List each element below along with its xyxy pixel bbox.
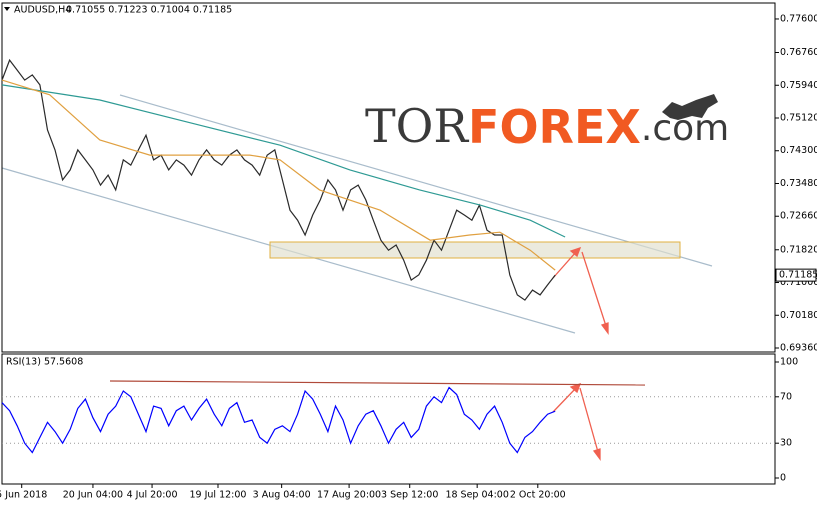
- series-line: [1, 58, 556, 301]
- series-line: [1, 84, 566, 238]
- y-tick-label: 0: [780, 473, 786, 484]
- symbol-icon: [4, 7, 10, 11]
- brand-tor: TOR: [365, 99, 469, 153]
- last-price-label: 0.71185: [779, 270, 817, 281]
- rsi-frame: [1, 353, 776, 485]
- x-tick-label: 5 Jun 2018: [0, 490, 47, 501]
- y-tick-label: 0.71000: [780, 277, 817, 288]
- last-price-tag: [775, 268, 817, 282]
- y-tick-label: 0.73480: [780, 178, 817, 189]
- y-tick-label: 0.76760: [780, 47, 817, 58]
- ohlc: 0.71055 0.71223 0.71004 0.71185: [66, 5, 232, 16]
- x-tick-label: 2 Oct 20:00: [510, 490, 566, 501]
- rsi-resistance: [109, 380, 646, 386]
- y-tick-label: 0.75940: [780, 80, 817, 91]
- y-tick-label: 0.70180: [780, 310, 817, 321]
- y-tick-label: 0.75120: [780, 113, 817, 124]
- symbol: AUDUSD,H4: [14, 5, 71, 16]
- brand-forex: FOREX: [468, 100, 641, 154]
- x-tick-label: 3 Sep 12:00: [381, 490, 438, 501]
- y-tick-label: 0.72660: [780, 211, 817, 222]
- forecast-arrows: [552, 246, 609, 461]
- y-tick-label: 0.77600: [780, 13, 817, 24]
- rsi-title: RSI(13) 57.5608: [6, 357, 83, 368]
- brand-bull: [662, 94, 718, 120]
- x-tick-label: 3 Aug 04:00: [253, 490, 311, 501]
- price-frame: [1, 2, 776, 353]
- x-tick-label: 4 Jul 20:00: [127, 490, 178, 501]
- y-tick-label: 100: [780, 357, 798, 368]
- channel-upper: [119, 94, 713, 267]
- x-tick-label: 19 Jul 12:00: [190, 490, 247, 501]
- y-tick-label: 0.71820: [780, 244, 817, 255]
- x-tick-label: 18 Sep 04:00: [445, 490, 508, 501]
- y-tick-label: 30: [780, 438, 792, 449]
- x-tick-label: 17 Aug 20:00: [317, 490, 381, 501]
- series-line: [1, 79, 556, 271]
- x-tick-label: 20 Jun 04:00: [63, 490, 123, 501]
- y-tick-label: 0.69360: [780, 343, 817, 354]
- support-zone: [269, 241, 681, 259]
- y-tick-label: 0.74300: [780, 145, 817, 156]
- y-tick-label: 70: [780, 391, 792, 402]
- series-line: [1, 386, 556, 454]
